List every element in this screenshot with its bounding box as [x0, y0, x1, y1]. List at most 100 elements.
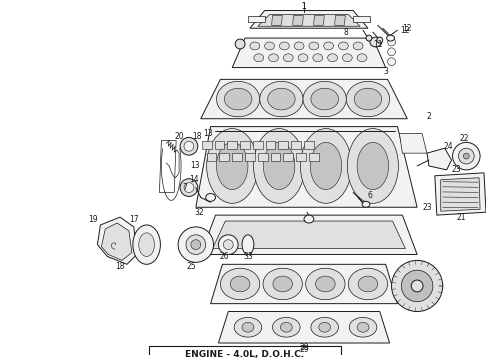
Ellipse shape — [324, 42, 334, 50]
Polygon shape — [271, 15, 282, 25]
Text: 6: 6 — [368, 191, 372, 200]
Ellipse shape — [250, 42, 260, 50]
Ellipse shape — [207, 129, 258, 203]
Polygon shape — [335, 15, 345, 25]
Polygon shape — [399, 134, 427, 153]
Ellipse shape — [235, 39, 245, 49]
Text: 18: 18 — [115, 262, 125, 271]
Ellipse shape — [303, 81, 346, 117]
Ellipse shape — [309, 42, 319, 50]
Ellipse shape — [388, 58, 395, 66]
Ellipse shape — [219, 235, 238, 255]
Ellipse shape — [254, 54, 264, 62]
Polygon shape — [219, 311, 390, 343]
Text: 26: 26 — [220, 252, 229, 261]
Bar — [296, 153, 306, 161]
Text: 22: 22 — [460, 134, 469, 143]
Ellipse shape — [224, 88, 252, 110]
Ellipse shape — [180, 138, 198, 155]
Ellipse shape — [357, 322, 369, 332]
Ellipse shape — [178, 227, 214, 262]
Text: 1: 1 — [302, 2, 306, 11]
Polygon shape — [201, 80, 407, 119]
Text: 32: 32 — [194, 208, 203, 217]
Polygon shape — [232, 38, 386, 68]
Ellipse shape — [306, 268, 345, 300]
Ellipse shape — [223, 240, 233, 249]
Text: 11: 11 — [373, 40, 383, 49]
Bar — [270, 153, 280, 161]
Ellipse shape — [273, 276, 293, 292]
Bar — [215, 141, 224, 149]
Text: 23: 23 — [422, 203, 432, 212]
Text: 25: 25 — [186, 262, 196, 271]
Text: 3: 3 — [383, 67, 388, 76]
Ellipse shape — [411, 280, 423, 292]
Polygon shape — [201, 215, 417, 255]
Ellipse shape — [464, 153, 469, 159]
Ellipse shape — [294, 42, 304, 50]
Text: 7: 7 — [183, 183, 188, 192]
Ellipse shape — [268, 88, 295, 110]
Bar — [245, 153, 255, 161]
Ellipse shape — [392, 260, 442, 311]
Polygon shape — [196, 127, 417, 207]
Text: 12: 12 — [403, 24, 412, 33]
Text: 8: 8 — [344, 28, 349, 37]
Bar — [258, 153, 268, 161]
Ellipse shape — [353, 42, 363, 50]
Ellipse shape — [217, 142, 248, 190]
Ellipse shape — [242, 235, 254, 255]
Polygon shape — [353, 17, 370, 22]
Polygon shape — [211, 264, 397, 303]
Bar — [283, 153, 293, 161]
Bar — [227, 141, 237, 149]
Polygon shape — [435, 173, 486, 215]
Ellipse shape — [260, 81, 303, 117]
Text: 24: 24 — [444, 142, 453, 151]
Bar — [220, 153, 229, 161]
Ellipse shape — [217, 81, 260, 117]
Ellipse shape — [186, 235, 206, 255]
Ellipse shape — [358, 276, 378, 292]
Ellipse shape — [242, 322, 254, 332]
Bar — [240, 141, 250, 149]
Ellipse shape — [377, 37, 383, 43]
Text: 14: 14 — [189, 175, 198, 184]
Ellipse shape — [387, 35, 394, 41]
FancyBboxPatch shape — [148, 346, 342, 360]
Ellipse shape — [230, 276, 250, 292]
Ellipse shape — [206, 193, 216, 201]
Ellipse shape — [348, 268, 388, 300]
Text: 13: 13 — [190, 161, 199, 170]
Ellipse shape — [304, 215, 314, 223]
Ellipse shape — [191, 240, 201, 249]
Ellipse shape — [265, 42, 274, 50]
Polygon shape — [441, 178, 480, 211]
Text: 19: 19 — [88, 215, 98, 224]
Ellipse shape — [311, 318, 339, 337]
Polygon shape — [250, 10, 368, 28]
Ellipse shape — [298, 54, 308, 62]
Ellipse shape — [401, 270, 433, 302]
Ellipse shape — [310, 142, 342, 190]
Ellipse shape — [184, 183, 194, 193]
Text: 21: 21 — [457, 213, 466, 222]
Ellipse shape — [300, 129, 351, 203]
Ellipse shape — [346, 81, 390, 117]
Bar — [253, 141, 263, 149]
Ellipse shape — [319, 322, 331, 332]
Ellipse shape — [272, 318, 300, 337]
Text: 18: 18 — [192, 132, 201, 141]
Ellipse shape — [366, 35, 372, 41]
Ellipse shape — [339, 42, 348, 50]
Ellipse shape — [388, 48, 395, 56]
Ellipse shape — [184, 141, 194, 151]
Ellipse shape — [311, 88, 339, 110]
Ellipse shape — [453, 142, 480, 170]
Ellipse shape — [139, 233, 154, 256]
Polygon shape — [101, 223, 132, 260]
Ellipse shape — [263, 142, 295, 190]
Text: 29: 29 — [299, 345, 309, 354]
Text: 13: 13 — [203, 129, 213, 138]
